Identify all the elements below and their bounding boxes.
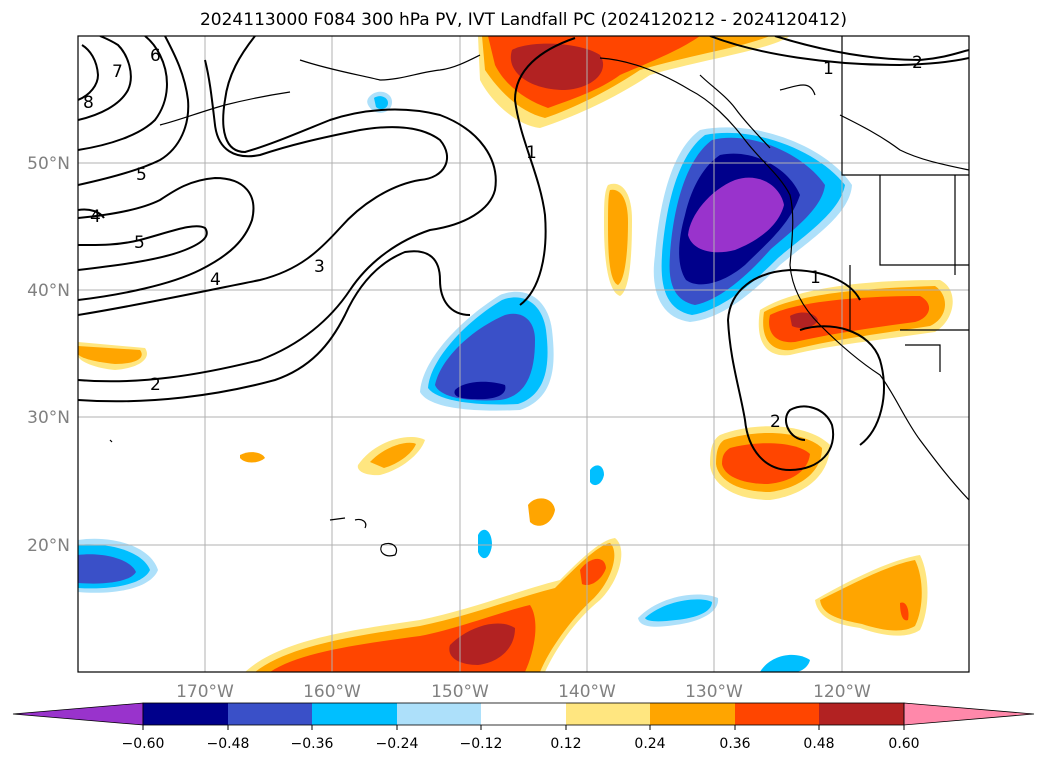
lon-label: 120°W — [813, 682, 871, 702]
colorbar: −0.60 −0.48 −0.36 −0.24 −0.12 0.12 0.24 … — [12, 702, 1035, 752]
ivt-blob-southern-band — [245, 538, 622, 672]
ivt-blob-west-negative — [78, 538, 158, 593]
contour-1 — [513, 37, 576, 306]
ivt-blob-tiny-orange — [528, 498, 555, 526]
map-area: 1 1 1 2 2 2 3 4 4 5 5 6 7 8 — [78, 36, 969, 672]
ivt-blob-tiny-cyan-2 — [478, 529, 492, 559]
ivt-blob-central-negative — [420, 291, 554, 411]
contour-2-b — [78, 250, 471, 403]
contour-7 — [78, 36, 132, 121]
contour-4-b — [78, 208, 105, 219]
colorbar-tick-label: 0.12 — [550, 736, 581, 752]
ivt-blob-gulf-alaska — [478, 36, 790, 128]
contour-label: 1 — [526, 143, 537, 163]
ivt-blob-southeast — [815, 555, 928, 636]
contour-5-b — [78, 36, 190, 186]
contour-label: 3 — [314, 257, 325, 277]
ivt-blob-tiny-west — [240, 452, 265, 463]
contour-4 — [78, 176, 255, 301]
contour-label: 2 — [912, 53, 923, 73]
lon-label: 150°W — [431, 682, 489, 702]
colorbar-arrow-left — [12, 702, 144, 726]
contour-label: 5 — [136, 165, 147, 185]
map-frame — [77, 35, 970, 673]
contour-8 — [78, 44, 100, 101]
colorbar-tick-label: −0.48 — [207, 736, 250, 752]
contour-label: 2 — [770, 412, 781, 432]
contour-label: 7 — [112, 62, 123, 82]
contour-label: 5 — [134, 233, 145, 253]
contour-6 — [78, 36, 168, 151]
colorbar-swatch — [481, 703, 566, 725]
colorbar-tick-label: 0.24 — [634, 736, 665, 752]
colorbar-tick-label: −0.60 — [122, 736, 165, 752]
colorbar-arrow-right — [903, 702, 1035, 726]
contour-label: 4 — [210, 270, 221, 290]
colorbar-tick-label: 0.36 — [719, 736, 750, 752]
lon-label: 160°W — [303, 682, 361, 702]
ivt-blob-west-coast-negative — [653, 127, 852, 322]
contour-label: 4 — [90, 207, 101, 227]
lat-label: 50°N — [27, 154, 70, 174]
contour-5 — [78, 225, 208, 271]
colorbar-tick-label: 0.48 — [803, 736, 834, 752]
ivt-blob-thin-vertical-inner — [608, 189, 628, 285]
colorbar-tick-label: −0.24 — [376, 736, 419, 752]
colorbar-ticks — [142, 725, 905, 730]
lon-label: 170°W — [176, 682, 234, 702]
longitude-labels: 170°W 160°W 150°W 140°W 130°W 120°W — [176, 682, 871, 702]
graticule — [78, 36, 969, 672]
lat-label: 20°N — [27, 536, 70, 556]
colorbar-tick-label: −0.36 — [291, 736, 334, 752]
colorbar-tick-label: 0.60 — [888, 736, 919, 752]
contour-label: 6 — [150, 46, 161, 66]
lat-label: 30°N — [27, 408, 70, 428]
coastlines — [109, 36, 969, 557]
colorbar-swatch — [566, 703, 651, 725]
colorbar-swatch — [819, 703, 904, 725]
contour-label: 1 — [810, 268, 821, 288]
ivt-blob-small-north-inner — [374, 96, 388, 110]
colorbar-tick-label: −0.12 — [460, 736, 503, 752]
ivt-blob-california — [758, 280, 953, 356]
pv-contours — [78, 36, 969, 472]
contour-label-group: 1 1 1 2 2 2 3 4 4 5 5 6 7 8 — [83, 46, 923, 432]
contour-label: 1 — [823, 59, 834, 79]
contour-2-east — [709, 36, 969, 67]
colorbar-swatch — [228, 703, 313, 725]
contour-2-loop — [799, 325, 885, 446]
contour-1-loop — [726, 268, 861, 472]
latitude-labels: 50°N 40°N 30°N 20°N — [27, 154, 70, 556]
ivt-blob-bottom-cyan-inner — [645, 599, 712, 622]
colorbar-frame — [142, 702, 905, 726]
ivt-blob-tiny-cyan — [590, 465, 604, 486]
colorbar-swatch — [397, 703, 482, 725]
colorbar-swatch — [650, 703, 735, 725]
colorbar-swatch — [312, 703, 397, 725]
ivt-blob-hawaii-north-inner — [370, 442, 416, 468]
contour-1-east — [774, 36, 969, 62]
lat-label: 40°N — [27, 281, 70, 301]
ivt-blob-west-small-inner — [78, 346, 142, 364]
lon-label: 130°W — [685, 682, 743, 702]
colorbar-swatch — [143, 703, 228, 725]
colorbar-swatch — [735, 703, 820, 725]
contour-3 — [78, 59, 449, 316]
ivt-blob-subtropical — [710, 426, 830, 500]
map-title: 2024113000 F084 300 hPa PV, IVT Landfall… — [199, 10, 847, 30]
contour-label: 8 — [83, 93, 94, 113]
contour-label: 2 — [150, 375, 161, 395]
contour-2 — [78, 36, 497, 383]
ivt-blob-bottom-right-cyan — [760, 654, 810, 672]
lon-label: 140°W — [558, 682, 616, 702]
